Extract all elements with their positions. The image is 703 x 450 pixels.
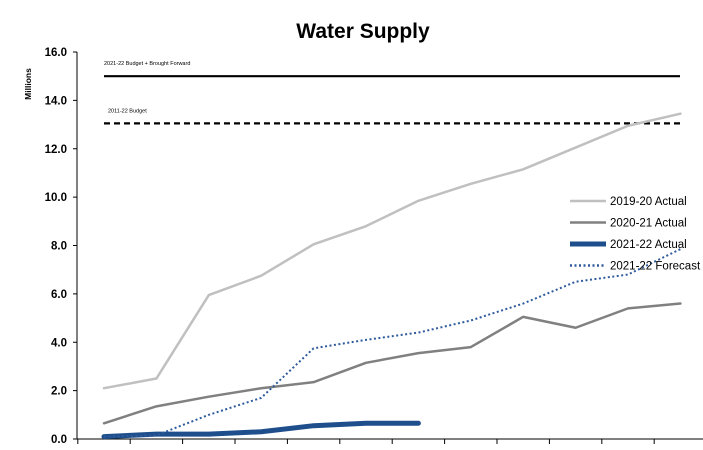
y-tick-label: 4.0 [51, 337, 67, 349]
axes: 0.0 2.0 4.0 6.0 8.0 10.0 12.0 14.0 16.0 [45, 47, 703, 446]
y-tick-label: 12.0 [45, 144, 67, 156]
legend-label: 2021-22 Actual [610, 239, 687, 251]
y-tick-label: 0.0 [51, 434, 67, 446]
y-tick-label: 6.0 [51, 289, 67, 301]
series-line [102, 112, 682, 390]
legend-label: 2019-20 Actual [610, 196, 687, 208]
reference-line-label: 2011-22 Budget [108, 108, 147, 114]
chart-title: Water Supply [296, 20, 430, 43]
y-tick-label: 16.0 [45, 47, 67, 59]
series-line [101, 420, 421, 440]
y-axis-label: Millions [23, 68, 33, 100]
reference-line-label: 2021-22 Budget + Brought Forward [104, 61, 190, 67]
y-tick-label: 2.0 [51, 386, 67, 398]
reference-lines: 2021-22 Budget + Brought Forward 2011-22 … [104, 61, 680, 125]
series-line [103, 248, 681, 438]
legend-label: 2020-21 Actual [610, 218, 687, 230]
legend-label: 2021-22 Forecast [610, 261, 701, 273]
series-lines [101, 112, 682, 440]
y-tick-label: 10.0 [45, 192, 67, 204]
y-tick-label: 14.0 [45, 95, 67, 107]
series-line [102, 302, 682, 425]
y-tick-label: 8.0 [51, 241, 67, 253]
legend: 2019-20 Actual 2020-21 Actual 2021-22 Actu… [570, 196, 701, 273]
